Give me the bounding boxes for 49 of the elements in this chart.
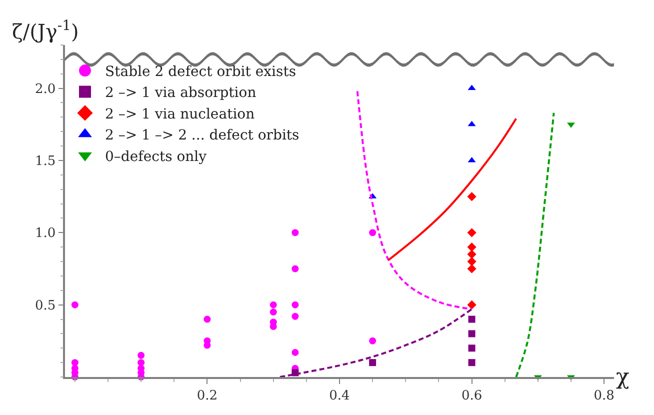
point [292,229,299,236]
point [369,337,376,344]
x-axis-title: χ [616,365,630,390]
point [468,316,476,323]
point [468,156,476,162]
point [467,256,476,266]
point [71,359,78,366]
point [468,120,476,126]
point [292,301,299,308]
point [204,337,211,344]
x-tick-label: 0.6 [461,388,482,404]
legend-label: 2 –> 1 via nucleation [105,106,255,122]
point [467,242,476,252]
x-tick-label: 0.2 [196,388,218,404]
point [270,301,277,308]
point [468,84,476,90]
point [292,312,299,320]
point [468,359,476,366]
x-tick-label: 0.8 [594,388,614,404]
point [468,330,476,338]
point [467,250,476,259]
y-axis-title: ζ/(Jγ$^{-1}$) [12,18,79,44]
point [138,359,145,366]
y-tick-label: 1.5 [34,154,56,170]
line-series [515,112,555,377]
x-tick-label: 0.4 [329,388,350,404]
point [71,364,78,372]
y-tick-label: 2.0 [34,82,56,97]
point [468,344,476,352]
line-series [387,118,518,262]
point [138,352,145,359]
legend-label: 2 –> 1 via absorption [105,85,256,102]
point [369,359,376,366]
y-tick-label: 0.5 [34,298,56,314]
legend-label: 2 –> 1 –> 2 ... defect orbits [105,128,300,144]
y-tick-label: 1.0 [34,226,56,242]
point [369,229,376,236]
point [467,192,476,202]
point [292,265,299,272]
legend-label: Stable 2 defect orbit exists [105,64,296,80]
point [204,316,211,323]
point [270,308,277,316]
point [467,228,476,238]
point [71,301,78,308]
point [467,300,476,310]
point [292,348,299,356]
point [467,264,476,274]
point [138,364,145,372]
legend-label: 0–defects only [105,148,207,165]
